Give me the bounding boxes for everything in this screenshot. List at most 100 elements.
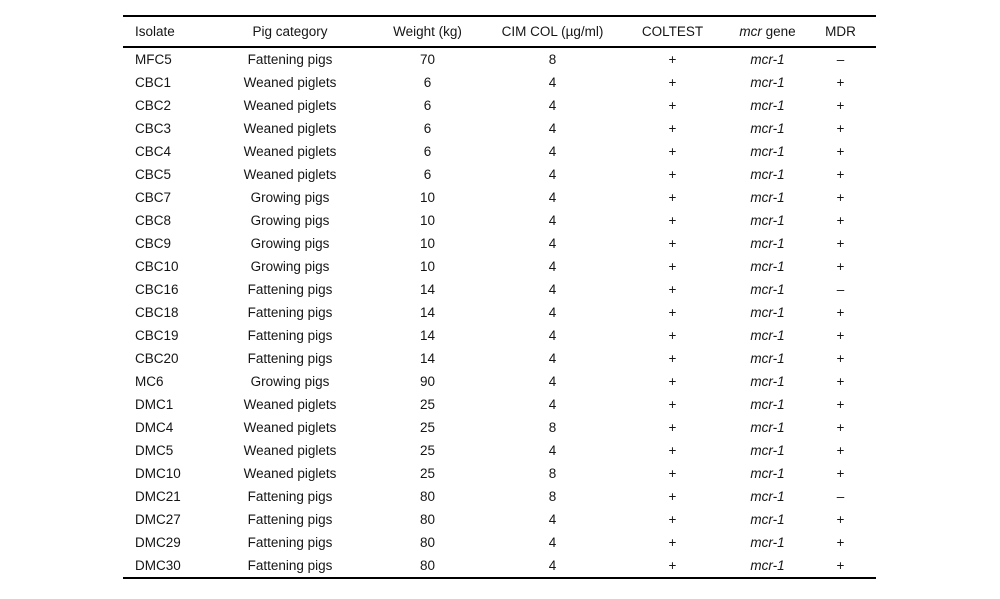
table-cell: 10 xyxy=(419,236,436,251)
table-cell: Fattening pigs xyxy=(247,512,333,527)
table-cell: 10 xyxy=(419,213,436,228)
table-cell: + xyxy=(836,259,845,274)
table-cell: + xyxy=(836,397,845,412)
table-cell: 90 xyxy=(419,374,436,389)
table-cell: 70 xyxy=(419,52,436,67)
table-cell: + xyxy=(668,121,677,136)
table-cell: + xyxy=(836,190,845,205)
table-cell: Weaned piglets xyxy=(243,98,337,113)
table-row: DMC5 Weaned piglets 25 4 + mcr-1 + xyxy=(123,439,876,462)
table-cell: 8 xyxy=(548,466,557,481)
table-cell: 80 xyxy=(419,512,436,527)
table-cell: + xyxy=(836,213,845,228)
table-cell: mcr-1 xyxy=(750,489,785,504)
table-cell: 4 xyxy=(548,213,557,228)
table-cell: Weaned piglets xyxy=(243,466,337,481)
table-row: DMC10 Weaned piglets 25 8 + mcr-1 + xyxy=(123,462,876,485)
table-cell: CBC7 xyxy=(135,190,172,205)
table-cell: + xyxy=(836,443,845,458)
table-cell: 4 xyxy=(548,167,557,182)
table-cell: + xyxy=(668,374,677,389)
table-cell: Fattening pigs xyxy=(247,282,333,297)
table-cell: Fattening pigs xyxy=(247,328,333,343)
table-row: CBC7 Growing pigs 10 4 + mcr-1 + xyxy=(123,186,876,209)
table-row: DMC27 Fattening pigs 80 4 + mcr-1 + xyxy=(123,508,876,531)
table-cell: mcr-1 xyxy=(750,466,785,481)
table-cell: 6 xyxy=(423,98,432,113)
table-cell: CBC2 xyxy=(135,98,172,113)
table-cell: CBC10 xyxy=(135,259,179,274)
table-cell: mcr-1 xyxy=(750,259,785,274)
table-cell: + xyxy=(668,443,677,458)
table-cell: Weaned piglets xyxy=(243,144,337,159)
table-row: CBC18 Fattening pigs 14 4 + mcr-1 + xyxy=(123,301,876,324)
table-cell: + xyxy=(668,558,677,573)
table-cell: CBC5 xyxy=(135,167,172,182)
column-header-2: Weight (kg) xyxy=(365,16,490,48)
table-row: CBC16 Fattening pigs 14 4 + mcr-1 – xyxy=(123,278,876,301)
table-cell: + xyxy=(668,466,677,481)
table-cell: CBC3 xyxy=(135,121,172,136)
table-cell: 4 xyxy=(548,259,557,274)
table-cell: 6 xyxy=(423,167,432,182)
table-cell: Fattening pigs xyxy=(247,52,333,67)
table-cell: CBC4 xyxy=(135,144,172,159)
table-cell: Fattening pigs xyxy=(247,351,333,366)
table-cell: CBC1 xyxy=(135,75,172,90)
table-cell: + xyxy=(668,259,677,274)
table-cell: 4 xyxy=(548,236,557,251)
table-cell: CBC20 xyxy=(135,351,179,366)
table-cell: – xyxy=(836,52,845,67)
table-cell: 8 xyxy=(548,489,557,504)
table-cell: + xyxy=(836,351,845,366)
table-cell: Fattening pigs xyxy=(247,535,333,550)
table-row: DMC1 Weaned piglets 25 4 + mcr-1 + xyxy=(123,393,876,416)
table-cell: mcr-1 xyxy=(750,558,785,573)
table-cell: mcr-1 xyxy=(750,213,785,228)
table-cell: + xyxy=(668,351,677,366)
table-cell: + xyxy=(836,512,845,527)
table-cell: 6 xyxy=(423,75,432,90)
table-cell: Fattening pigs xyxy=(247,558,333,573)
table-cell: + xyxy=(836,328,845,343)
table-cell: mcr-1 xyxy=(750,328,785,343)
table-cell: mcr-1 xyxy=(750,305,785,320)
table-cell: 80 xyxy=(419,489,436,504)
table-row: CBC5 Weaned piglets 6 4 + mcr-1 + xyxy=(123,163,876,186)
table-cell: mcr-1 xyxy=(750,236,785,251)
table-cell: 4 xyxy=(548,443,557,458)
table-cell: mcr-1 xyxy=(750,75,785,90)
table-cell: 14 xyxy=(419,282,436,297)
table-cell: 4 xyxy=(548,144,557,159)
table-cell: + xyxy=(668,144,677,159)
table-cell: + xyxy=(836,466,845,481)
table-cell: 4 xyxy=(548,98,557,113)
table-row: MC6 Growing pigs 90 4 + mcr-1 + xyxy=(123,370,876,393)
table-cell: + xyxy=(668,52,677,67)
table-cell: + xyxy=(836,558,845,573)
table-cell: 10 xyxy=(419,190,436,205)
table-row: CBC19 Fattening pigs 14 4 + mcr-1 + xyxy=(123,324,876,347)
table-cell: mcr-1 xyxy=(750,98,785,113)
table-cell: + xyxy=(836,420,845,435)
column-header-0: Isolate xyxy=(123,16,215,48)
table-cell: 4 xyxy=(548,328,557,343)
column-header-4: COLTEST xyxy=(615,16,730,48)
table-cell: Weaned piglets xyxy=(243,75,337,90)
table-cell: – xyxy=(836,282,845,297)
table-cell: mcr-1 xyxy=(750,512,785,527)
table-cell: 4 xyxy=(548,535,557,550)
table-cell: + xyxy=(836,236,845,251)
table-cell: 25 xyxy=(419,397,436,412)
table-body: MFC5 Fattening pigs 70 8 + mcr-1 – CBC1 Weaned p… xyxy=(123,47,876,578)
table-cell: + xyxy=(668,305,677,320)
table-cell: DMC29 xyxy=(135,535,181,550)
table-cell: mcr-1 xyxy=(750,282,785,297)
table-cell: mcr-1 xyxy=(750,374,785,389)
table-cell: 25 xyxy=(419,443,436,458)
table-cell: Weaned piglets xyxy=(243,443,337,458)
table-cell: 25 xyxy=(419,466,436,481)
table-row: CBC10 Growing pigs 10 4 + mcr-1 + xyxy=(123,255,876,278)
table-cell: 6 xyxy=(423,144,432,159)
table-cell: CBC16 xyxy=(135,282,179,297)
